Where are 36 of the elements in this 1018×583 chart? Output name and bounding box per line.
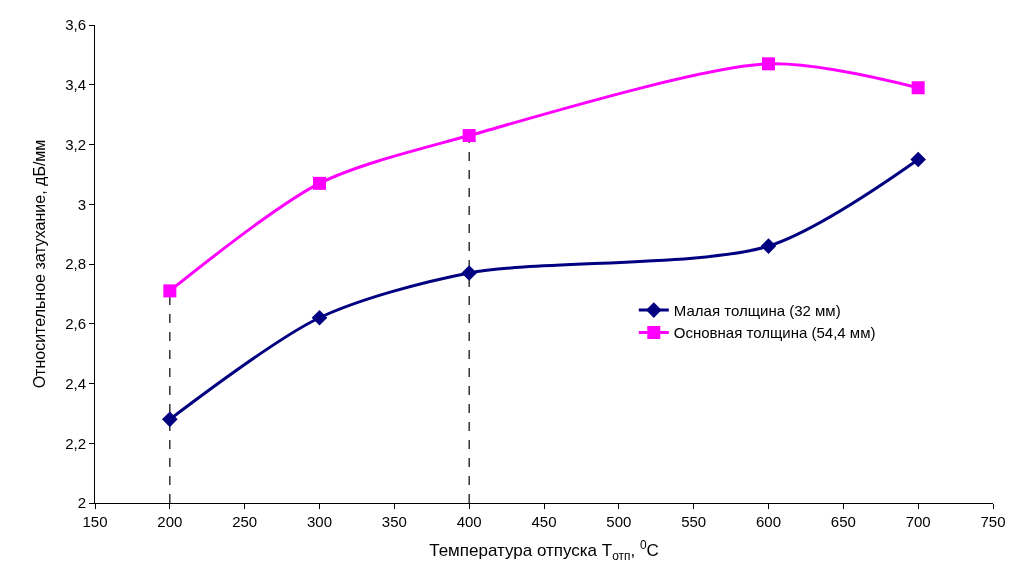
point [911, 81, 925, 95]
legend-label: Основная толщина (54,4 мм) [673, 324, 876, 342]
point [162, 411, 178, 428]
legend-label: Малая толщина (32 мм) [673, 301, 841, 319]
x-tick-label: 400 [456, 513, 482, 530]
x-tick-label: 450 [531, 513, 557, 530]
point [910, 151, 926, 168]
y-tick-label: 2,8 [65, 255, 86, 273]
x-tick-label: 600 [755, 513, 782, 530]
x-tick-label: 350 [381, 513, 407, 530]
y-tick-label: 3,6 [65, 16, 86, 34]
y-tick-label: 2 [77, 494, 86, 512]
y-tick-label: 2,6 [65, 315, 86, 332]
point [461, 265, 477, 281]
x-tick-label: 200 [157, 513, 183, 530]
point [760, 238, 777, 254]
point [313, 176, 326, 190]
x-tick-label: 750 [980, 513, 1006, 530]
x-axis-title: Температура отпуска T$_{отп}$, $^{0}$C [429, 538, 659, 563]
point [462, 129, 476, 143]
y-tick-label: 3,4 [65, 76, 86, 93]
y-tick-label: 3,2 [65, 135, 86, 153]
x-tick-label: 150 [82, 513, 108, 530]
point [163, 284, 177, 298]
x-tick-label: 500 [606, 513, 632, 530]
x-tick-label: 550 [681, 513, 707, 530]
y-tick-label: 3 [77, 195, 86, 213]
y-tick-label: 2,4 [65, 374, 86, 392]
x-tick-label: 650 [830, 513, 856, 530]
x-tick-label: 250 [232, 513, 258, 530]
y-tick-label: 2,2 [65, 434, 86, 452]
x-tick-label: 300 [306, 513, 333, 530]
point [311, 309, 328, 326]
y-axis-title: Относительное затухание, дБ/мм [31, 139, 49, 389]
x-tick-label: 700 [905, 513, 931, 530]
point [762, 57, 775, 71]
